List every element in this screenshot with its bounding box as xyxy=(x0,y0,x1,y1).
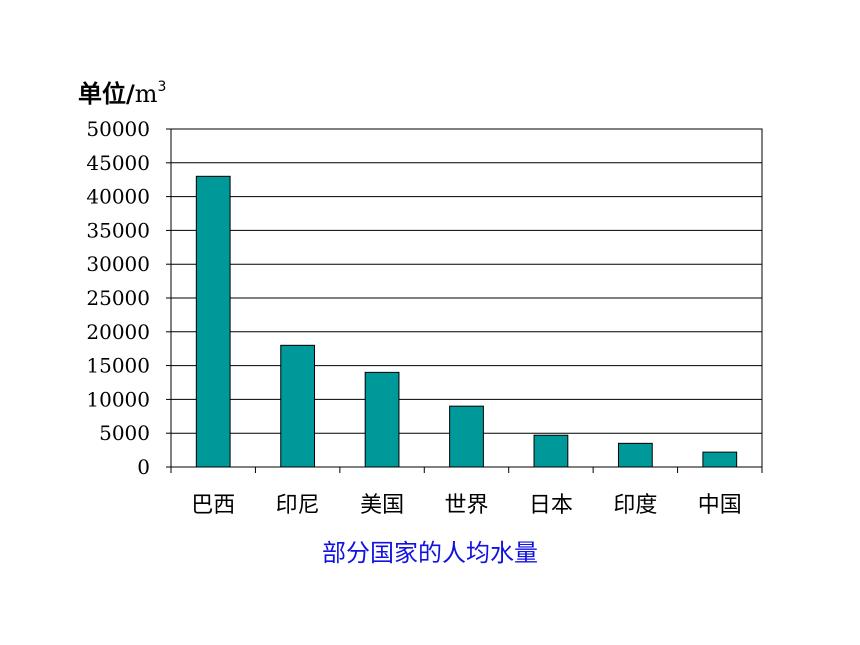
bar xyxy=(702,451,738,468)
y-tick-label: 45000 xyxy=(86,151,150,175)
x-tick-label: 世界 xyxy=(444,493,488,518)
bar xyxy=(617,442,653,468)
y-tick-label: 40000 xyxy=(86,185,150,209)
axes xyxy=(166,128,763,473)
y-tick-label: 20000 xyxy=(86,320,150,344)
bar xyxy=(533,434,569,468)
y-tick-label: 5000 xyxy=(99,421,150,445)
x-tick-label: 印尼 xyxy=(276,493,320,518)
y-axis-unit-label: 单位/m3 xyxy=(78,79,167,108)
y-tick-label: 10000 xyxy=(86,387,150,411)
bar xyxy=(280,344,316,468)
bar xyxy=(364,371,400,468)
y-tick-label: 0 xyxy=(137,455,150,479)
y-tick-label: 35000 xyxy=(86,218,150,242)
x-tick-label: 日本 xyxy=(529,493,573,518)
chart-title: 部分国家的人均水量 xyxy=(322,539,538,567)
y-tick-labels: 0 5000 10000 15000 20000 25000 30000 35000 40000… xyxy=(86,117,150,479)
bar xyxy=(449,405,484,468)
x-tick-label: 印度 xyxy=(613,493,657,518)
bars xyxy=(195,175,738,468)
y-tick-label: 15000 xyxy=(86,354,150,378)
x-tick-label: 巴西 xyxy=(191,493,235,518)
grid-lines xyxy=(171,162,762,434)
y-tick-label: 30000 xyxy=(86,252,150,276)
y-tick-label: 50000 xyxy=(86,117,150,141)
x-tick-labels: 巴西 印尼 美国 世界 日本 印度 中国 xyxy=(191,493,742,518)
y-tick-label: 25000 xyxy=(86,286,150,310)
x-tick-label: 美国 xyxy=(360,493,404,518)
bar xyxy=(195,175,231,468)
x-tick-label: 中国 xyxy=(698,493,742,518)
